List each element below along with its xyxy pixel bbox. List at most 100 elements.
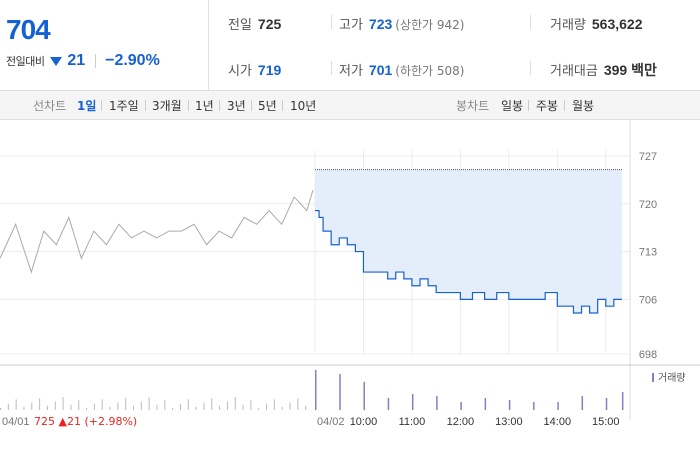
volume-bar xyxy=(460,402,462,410)
change-label: 전일대비 xyxy=(6,55,45,68)
divider xyxy=(145,100,146,111)
volume-bar xyxy=(101,399,103,410)
volume-bar xyxy=(363,382,365,410)
volume-bar xyxy=(0,408,1,410)
low-label: 저가 xyxy=(339,64,363,79)
volume-bar xyxy=(581,396,584,410)
volume-bar xyxy=(266,403,268,410)
tab-3year[interactable]: 3년 xyxy=(227,99,246,113)
y-tick-label: 727 xyxy=(639,151,657,163)
high-label: 고가 xyxy=(339,18,363,33)
volume-bar xyxy=(305,405,307,410)
open-value: 719 xyxy=(257,62,282,78)
volume-bar xyxy=(93,403,95,410)
volume-bar xyxy=(508,400,511,410)
volume-bar xyxy=(117,402,119,410)
volume-bar xyxy=(226,401,228,410)
volume-bar xyxy=(46,405,48,410)
volume-bar xyxy=(411,394,414,410)
volume-legend-label: 거래량 xyxy=(658,372,686,384)
divider xyxy=(219,100,220,111)
volume-bar xyxy=(234,397,236,410)
down-arrow-icon xyxy=(49,56,62,66)
tab-weekly[interactable]: 주봉 xyxy=(536,99,559,113)
volume-bar xyxy=(7,403,9,410)
current-price: 704 xyxy=(6,14,51,45)
volume-bar xyxy=(436,396,438,410)
volume-bar xyxy=(484,398,487,410)
divider xyxy=(331,15,332,29)
prev-close-label: 전일 xyxy=(228,18,252,33)
divider xyxy=(331,61,332,75)
divider xyxy=(282,100,283,111)
volume-bar xyxy=(109,406,111,410)
y-tick-label: 720 xyxy=(639,199,657,211)
divider xyxy=(251,100,252,111)
volume-bar xyxy=(156,404,158,410)
tab-3month[interactable]: 3개월 xyxy=(152,99,182,113)
volume-bar xyxy=(195,406,197,410)
volume-bar xyxy=(533,402,535,410)
tab-1week[interactable]: 1주일 xyxy=(109,99,139,113)
tab-1year[interactable]: 1년 xyxy=(195,99,214,113)
tab-monthly[interactable]: 월봉 xyxy=(572,99,595,113)
tab-1day[interactable]: 1일 xyxy=(77,99,97,113)
volume-bar xyxy=(297,398,299,410)
volume-bar xyxy=(148,397,150,410)
volume-bar xyxy=(273,399,275,410)
volume-bar xyxy=(203,402,205,410)
trade-value-label: 거래대금 xyxy=(550,64,598,79)
divider xyxy=(530,61,531,75)
y-tick-label: 706 xyxy=(639,294,657,306)
lower-limit: (하한가 508) xyxy=(395,64,465,78)
volume-bar xyxy=(70,404,72,410)
trade-value: 399 백만 xyxy=(603,62,657,78)
volume-bar xyxy=(289,402,291,410)
x-tick-label: 14:00 xyxy=(544,416,572,428)
candle-chart-title: 봉차트 xyxy=(456,99,490,113)
prev-close-value: 725 xyxy=(257,16,282,32)
x-tick-label: 04/02 xyxy=(317,416,345,428)
volume-bar xyxy=(621,392,624,410)
divider xyxy=(528,100,529,111)
quote-summary: 704 전일대비 21 −2.90% 전일 725 고가 723 (상한가 942) … xyxy=(0,0,700,91)
x-tick-label: 12:00 xyxy=(447,416,475,428)
low-value: 701 xyxy=(368,62,393,78)
divider xyxy=(101,100,102,111)
volume-bar xyxy=(179,403,181,410)
trade-value-cell: 거래대금 399 백만 xyxy=(550,60,657,80)
prev-day-change: 725 ▲21 (+2.98%) xyxy=(34,415,137,428)
prev-close-cell: 전일 725 xyxy=(228,14,281,33)
chart-period-bar: 선차트 1일 1주일 3개월 1년 3년 5년 10년 봉차트 일봉 주봉 월봉 xyxy=(0,91,700,120)
tab-5year[interactable]: 5년 xyxy=(258,99,277,113)
tab-10year[interactable]: 10년 xyxy=(290,99,317,113)
intraday-fill-area xyxy=(315,169,622,314)
volume-bar xyxy=(172,408,174,410)
prev-day-price-line xyxy=(0,189,314,274)
volume-legend: 거래량 xyxy=(652,372,686,384)
y-tick-label: 698 xyxy=(639,349,657,361)
change-abs: 21 xyxy=(67,52,86,69)
volume-bar xyxy=(557,402,559,410)
volume-bar xyxy=(133,405,135,410)
volume-bar xyxy=(15,399,17,410)
volume-value: 563,622 xyxy=(591,16,643,32)
price-chart: 727 720 713 706 698 거래량 04/02 10:00 11:00 12:00… xyxy=(0,120,700,428)
volume-bar xyxy=(250,400,252,410)
volume-bar xyxy=(23,406,25,410)
open-cell: 시가 719 xyxy=(228,60,281,79)
divider xyxy=(530,15,531,29)
volume-bar xyxy=(605,398,608,410)
volume-bar xyxy=(281,406,283,410)
today-price-line xyxy=(315,210,622,314)
volume-legend-swatch xyxy=(652,373,654,382)
high-cell: 고가 723 (상한가 942) xyxy=(339,14,464,33)
tab-daily[interactable]: 일봉 xyxy=(501,99,524,113)
volume-bar xyxy=(258,408,260,410)
y-tick-label: 713 xyxy=(639,247,657,259)
volume-bars xyxy=(0,370,624,410)
time-axis: 04/02 10:00 11:00 12:00 13:00 14:00 15:00 xyxy=(317,416,620,428)
volume-bar xyxy=(242,404,244,410)
volume-bar xyxy=(211,398,213,410)
volume-bar xyxy=(62,397,64,410)
